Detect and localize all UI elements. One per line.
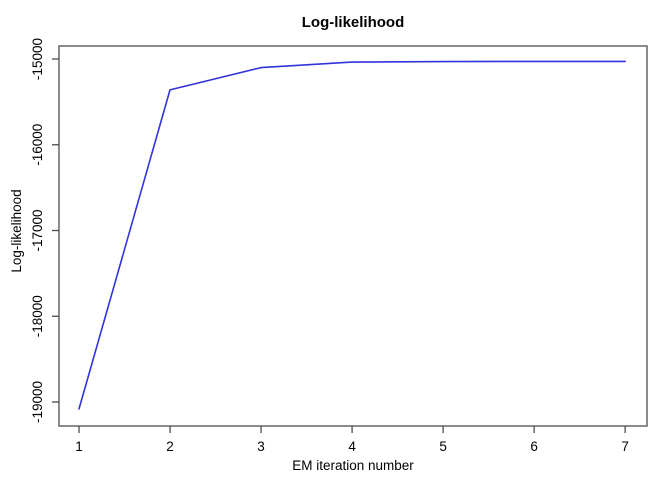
y-tick-label: -17000 — [30, 209, 45, 251]
x-axis-label: EM iteration number — [292, 458, 414, 473]
series-layer — [78, 60, 627, 410]
chart-title: Log-likelihood — [302, 14, 405, 31]
x-tick-label: 6 — [530, 439, 538, 454]
x-tick-label: 5 — [439, 439, 447, 454]
y-tick-label: -18000 — [30, 295, 45, 337]
x-tick-label: 3 — [257, 439, 265, 454]
y-tick-label: -15000 — [30, 38, 45, 80]
y-tick-label: -16000 — [30, 124, 45, 166]
loglik-line — [78, 60, 627, 410]
axes-layer: 1 2 3 4 5 6 7 -15000 -16000 -17000 -18000 -19000 — [30, 38, 648, 454]
plot-box — [58, 45, 648, 427]
x-tick-label: 2 — [166, 439, 174, 454]
x-tick-label: 4 — [348, 439, 356, 454]
x-tick-label: 1 — [75, 439, 83, 454]
y-tick-label: -19000 — [30, 381, 45, 423]
x-tick-label: 7 — [621, 439, 629, 454]
y-axis-label: Log-likelihood — [9, 189, 24, 272]
